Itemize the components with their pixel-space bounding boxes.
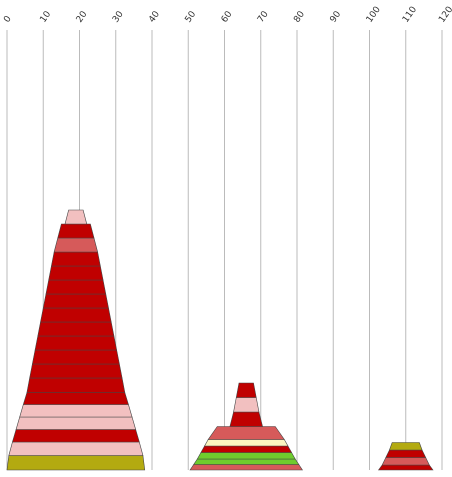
pyramid-1-slice-4 [15,416,137,430]
pyramid-2-slice-4 [200,445,293,453]
pyramid-3-slice-1 [377,464,434,471]
pyramid-3-slice-4 [389,442,423,451]
pyramid-1-slice-1 [6,455,146,471]
x-tick-label-10: 10 [39,9,54,24]
pyramid-3-slice-3 [385,449,427,458]
x-tick-label-120: 120 [437,5,452,25]
pyramid-2-slice-8 [233,397,260,413]
pyramid-1-slice-19 [64,209,88,225]
pyramid-1-slice-16 [51,251,101,267]
x-tick-label-60: 60 [220,9,235,24]
pyramid-2-slice-3 [196,452,296,460]
pyramid-group-3 [377,442,434,471]
pyramid-1-slice-8 [29,363,123,379]
pyramid-3-slice-2 [381,457,430,466]
pyramid-1-slice-6 [22,392,129,405]
pyramid-1-slice-9 [32,349,120,365]
pyramid-2-slice-5 [204,439,289,447]
pyramid-1-slice-11 [37,321,115,337]
pyramid-1-slice-14 [45,279,107,295]
x-tick-label-90: 90 [329,9,344,24]
x-tick-label-50: 50 [184,9,199,24]
pyramid-2-slice-1 [189,464,303,471]
pyramid-group-1 [6,209,146,471]
x-tick-label-0: 0 [2,14,14,25]
pyramid-1-slice-10 [34,335,118,351]
pyramid-1-slice-15 [48,265,104,281]
pyramid-2-slice-7 [229,411,263,427]
x-tick-label-70: 70 [256,9,271,24]
pyramid-1-slice-12 [40,307,112,323]
pyramid-2-slice-6 [207,426,285,440]
x-tick-label-40: 40 [147,9,162,24]
pyramid-1-slice-5 [19,404,133,418]
pyramid-1-slice-17 [53,237,99,253]
x-tick-label-30: 30 [111,9,126,24]
x-tick-label-110: 110 [401,5,419,25]
x-tick-label-20: 20 [75,9,90,24]
pyramid-1-slice-13 [42,293,109,309]
pyramid-1-slice-18 [57,223,95,239]
pyramid-1-slice-2 [8,441,144,456]
x-tick-label-80: 80 [292,9,307,24]
pyramid-1-slice-3 [12,429,140,443]
pyramid-1-slice-7 [26,377,126,393]
pyramid-group-2 [189,382,303,471]
x-tick-label-100: 100 [365,5,383,25]
pyramid-2-slice-2 [193,458,300,465]
pyramid-2-slice-9 [235,382,257,398]
